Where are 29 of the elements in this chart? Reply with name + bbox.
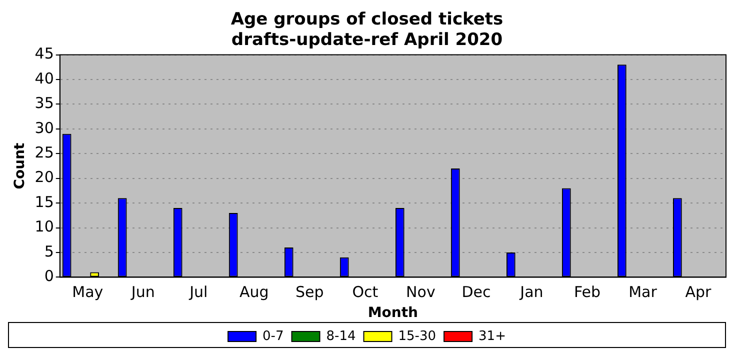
y-tick-label: 45 (34, 44, 54, 63)
x-tick-label: May (72, 283, 104, 302)
y-tick-label: 30 (34, 118, 54, 137)
x-tick-label: Feb (574, 283, 601, 302)
x-tick-label: Dec (462, 283, 491, 302)
x-tick-label: Apr (685, 283, 712, 302)
x-tick-label: Mar (628, 283, 658, 302)
y-tick-label: 40 (34, 69, 54, 88)
x-tick-label: Aug (240, 283, 269, 302)
legend-label: 8-14 (326, 328, 356, 344)
x-tick-label: Jan (519, 283, 544, 302)
legend-label: 15-30 (398, 328, 436, 344)
y-tick-label: 20 (34, 168, 54, 186)
x-tick-label: Jun (130, 283, 155, 302)
chart-title: Age groups of closed tickets drafts-update-ref April 2020 (230, 10, 504, 50)
x-tick-label: Oct (352, 283, 378, 302)
y-axis-title: Count (12, 142, 28, 190)
y-tick-label: 0 (44, 267, 54, 286)
y-tick-label: 35 (34, 94, 54, 112)
legend-label: 0-7 (262, 328, 284, 344)
y-tick-label: 10 (34, 218, 54, 236)
y-tick-label: 15 (34, 192, 54, 211)
y-tick-label: 5 (44, 242, 54, 260)
legend-label: 31+ (478, 328, 506, 344)
y-tick-label: 25 (34, 144, 54, 162)
x-tick-label: Nov (406, 283, 436, 302)
x-axis-title: Month (368, 305, 418, 322)
x-tick-label: Sep (296, 283, 324, 302)
x-tick-label: Jul (188, 283, 208, 302)
